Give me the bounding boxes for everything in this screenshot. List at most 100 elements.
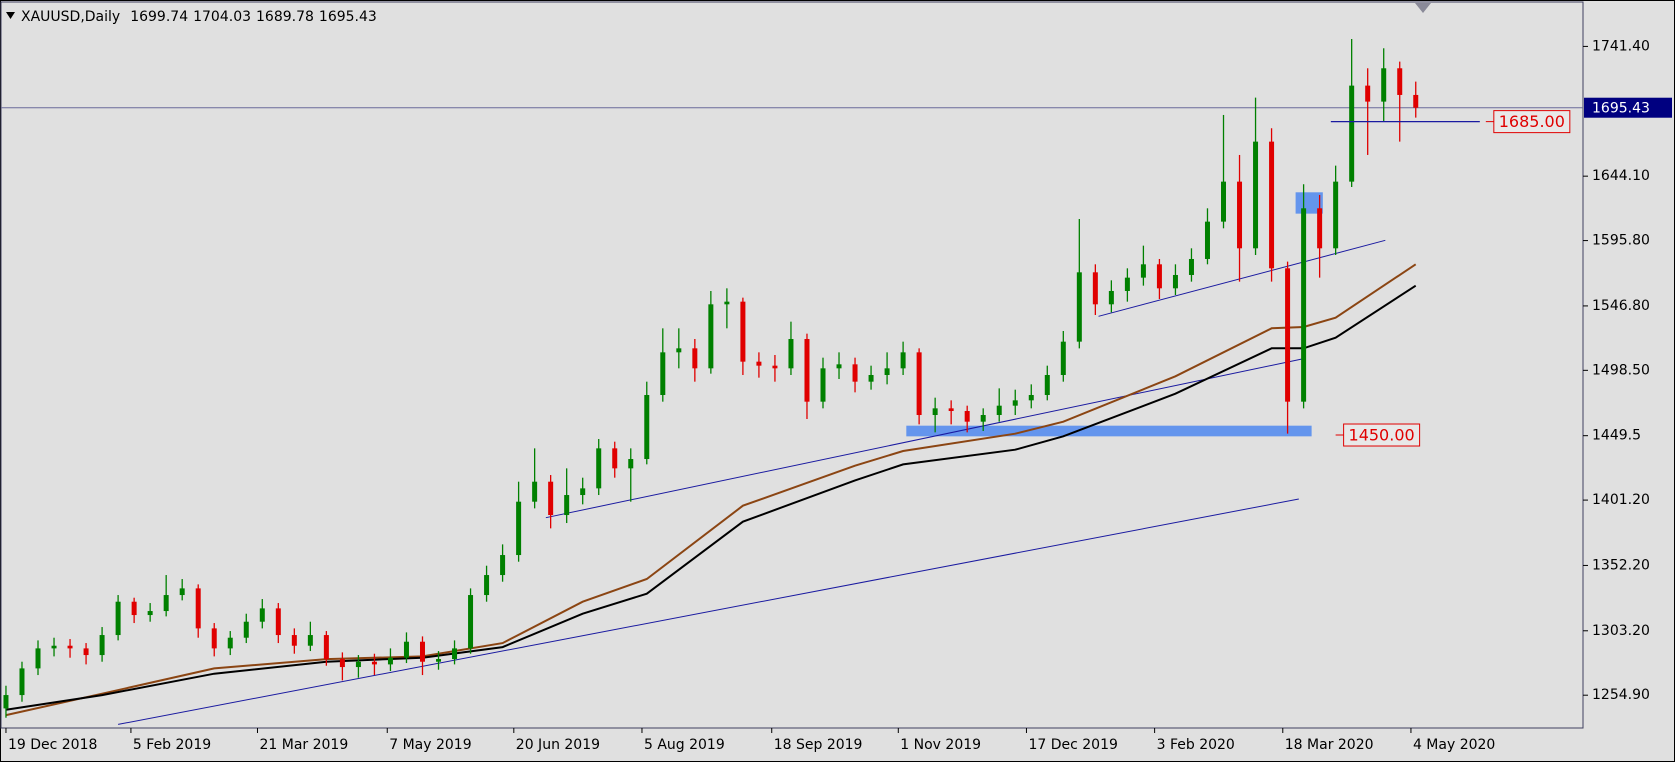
candle-body [67,645,73,649]
candle-body [1028,395,1034,401]
candle-body [804,338,810,402]
candle-body [195,588,201,629]
candle-body [564,495,570,516]
candle-body [403,641,409,658]
candle-body [580,488,586,496]
candle-body [1413,94,1419,108]
candle-body [612,448,618,469]
candle-body [468,595,474,649]
y-tick-label: 1254.90 [1592,687,1650,703]
level-label: 1685.00 [1499,112,1565,131]
candle-body [1365,85,1371,102]
candle-body [692,348,698,369]
candle-body [788,338,794,369]
level-label-box [1493,110,1571,134]
candle-body [3,695,9,709]
candle-body [868,375,874,382]
candle-body [484,575,490,596]
candle-body [660,352,666,396]
y-tick-label: 1352.20 [1592,557,1650,573]
candle-body [1204,221,1210,259]
candle-body [35,648,41,669]
trendline [545,358,1303,519]
candle-body [1124,277,1130,291]
trendline [1098,239,1386,317]
candle-body [1092,272,1098,305]
candle-body [387,657,393,665]
candle-body [724,301,730,305]
x-tick-label: 5 Aug 2019 [644,737,725,753]
y-tick-label: 1546.80 [1592,298,1650,314]
candle-body [676,348,682,353]
candle-body [1221,181,1227,222]
candle-body [436,659,442,662]
candle-body [772,365,778,369]
x-tick-label: 3 Feb 2020 [1157,737,1235,753]
candle-body [291,635,297,646]
high-value: 1704.03 [193,9,251,25]
candle-body [948,408,954,412]
candle-body [708,304,714,369]
chart-header: XAUUSD,Daily 1699.74 1704.03 1689.78 1695.43 [21,9,377,25]
symbol: XAUUSD,Daily [21,9,120,25]
candle-body [644,395,650,460]
candle-body [371,661,377,665]
candle-body [355,661,361,668]
candle-body [179,588,185,596]
candle-body [243,621,249,638]
candle-body [820,368,826,402]
candle-body [1076,272,1082,342]
candle-body [596,448,602,489]
candle-body [419,641,425,662]
moving-average [5,284,1417,711]
x-tick-label: 18 Sep 2019 [774,737,863,753]
candle-body [1317,208,1323,249]
candle-body [275,608,281,636]
candle-body [339,659,345,668]
candle-body [1397,68,1403,95]
candle-body [1237,181,1243,249]
candle-body [628,459,634,469]
candle-body [548,481,554,516]
candle-body [1253,141,1259,249]
candle-body [323,635,329,660]
y-tick-label: 1741.40 [1592,38,1650,54]
candle-body [1381,68,1387,102]
y-tick-label: 1401.20 [1592,492,1650,508]
candle-body [500,555,506,576]
y-tick-label: 1595.80 [1592,233,1650,249]
candle-body [932,408,938,416]
candle-body [836,364,842,369]
candle-body [51,645,57,649]
candle-body [980,415,986,422]
menu-arrow[interactable] [6,12,15,19]
candle-body [1156,264,1162,289]
candle-body [1269,141,1275,269]
candle-body [1301,208,1307,402]
candle-body [996,405,1002,416]
candle-body [884,368,890,376]
candle-body [740,301,746,362]
shift-marker[interactable] [1415,3,1431,13]
x-tick-label: 4 May 2020 [1413,737,1495,753]
x-tick-label: 7 May 2019 [389,737,471,753]
candle-body [99,635,105,656]
y-tick-label: 1449.5 [1592,428,1641,444]
candle-body [1349,85,1355,182]
candle-body [19,668,25,696]
candle-body [916,352,922,416]
x-tick-label: 21 Mar 2019 [259,737,348,753]
x-tick-label: 1 Nov 2019 [900,737,981,753]
candle-body [900,352,906,369]
plot-layer [1,38,1583,725]
candle-body [131,601,137,616]
candle-body [163,595,169,612]
current-price-box [1584,97,1672,118]
x-tick-label: 20 Jun 2019 [516,737,600,753]
x-tick-label: 17 Dec 2019 [1028,737,1117,753]
candle-body [452,648,458,660]
current-price-label: 1695.43 [1592,101,1650,117]
x-tick-label: 5 Feb 2019 [133,737,211,753]
candle-body [147,611,153,616]
